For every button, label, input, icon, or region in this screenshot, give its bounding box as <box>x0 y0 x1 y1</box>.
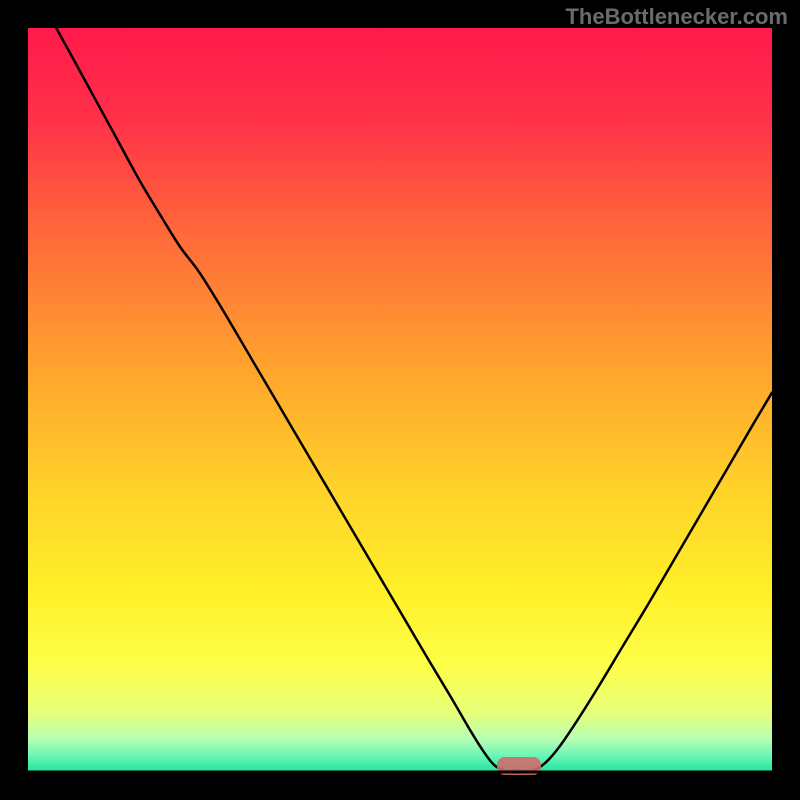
bottleneck-chart: TheBottlenecker.com <box>0 0 800 800</box>
chart-svg <box>0 0 800 800</box>
